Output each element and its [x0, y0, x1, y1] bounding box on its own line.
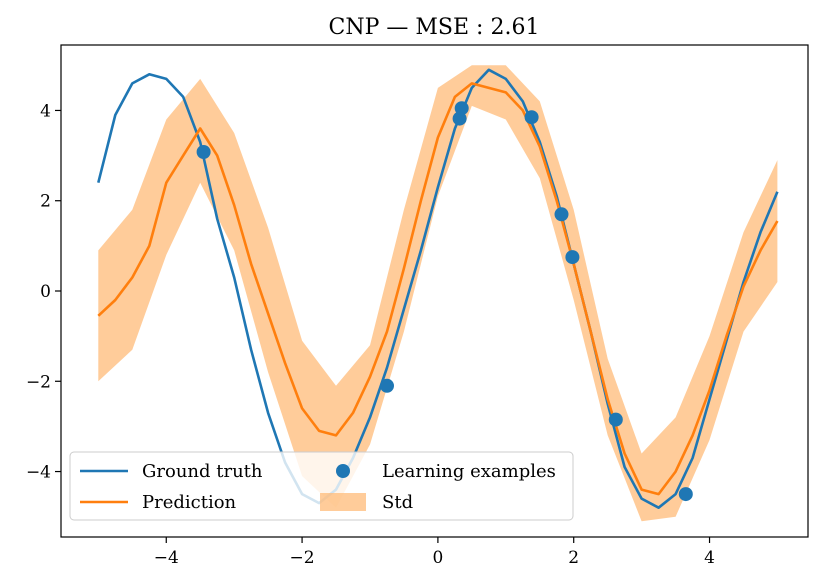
learning-example-point: [608, 412, 623, 427]
y-tick-label: 2: [40, 192, 51, 212]
x-tick-label: −4: [154, 548, 179, 568]
learning-example-point: [196, 145, 211, 159]
plot-area: [97, 65, 779, 522]
legend: Ground truth Prediction Learning example…: [69, 451, 574, 521]
learning-example-point: [380, 378, 394, 393]
learning-example-point: [554, 207, 569, 222]
ground-truth-line: [97, 68, 779, 509]
learning-example-point: [452, 111, 467, 126]
learning-example-point: [524, 110, 539, 125]
y-tick-label: 4: [40, 101, 51, 121]
chart-title: CNP — MSE : 2.61: [329, 15, 540, 40]
x-tick-label: 4: [704, 548, 715, 568]
legend-label-prediction: Prediction: [142, 492, 237, 513]
learning-example-point: [678, 487, 693, 502]
learning-example-point: [565, 250, 580, 265]
legend-label-std: Std: [382, 492, 413, 513]
prediction-line: [97, 82, 779, 496]
y-tick-label: 0: [40, 282, 51, 302]
legend-swatch-learning-examples: [336, 464, 350, 478]
x-tick-label: −2: [290, 548, 315, 568]
legend-label-learning-examples: Learning examples: [382, 461, 556, 482]
y-tick-label: −2: [26, 372, 51, 392]
legend-label-ground-truth: Ground truth: [142, 461, 263, 482]
y-axis: −4 −2 0 2 4: [26, 101, 61, 483]
learning-example-point: [454, 101, 469, 116]
x-tick-label: 2: [568, 548, 579, 568]
x-tick-label: 0: [432, 548, 443, 568]
legend-box: [69, 451, 574, 521]
legend-swatch-std: [320, 493, 366, 511]
y-tick-label: −4: [26, 463, 51, 483]
x-axis: −4 −2 0 2 4: [154, 537, 715, 568]
